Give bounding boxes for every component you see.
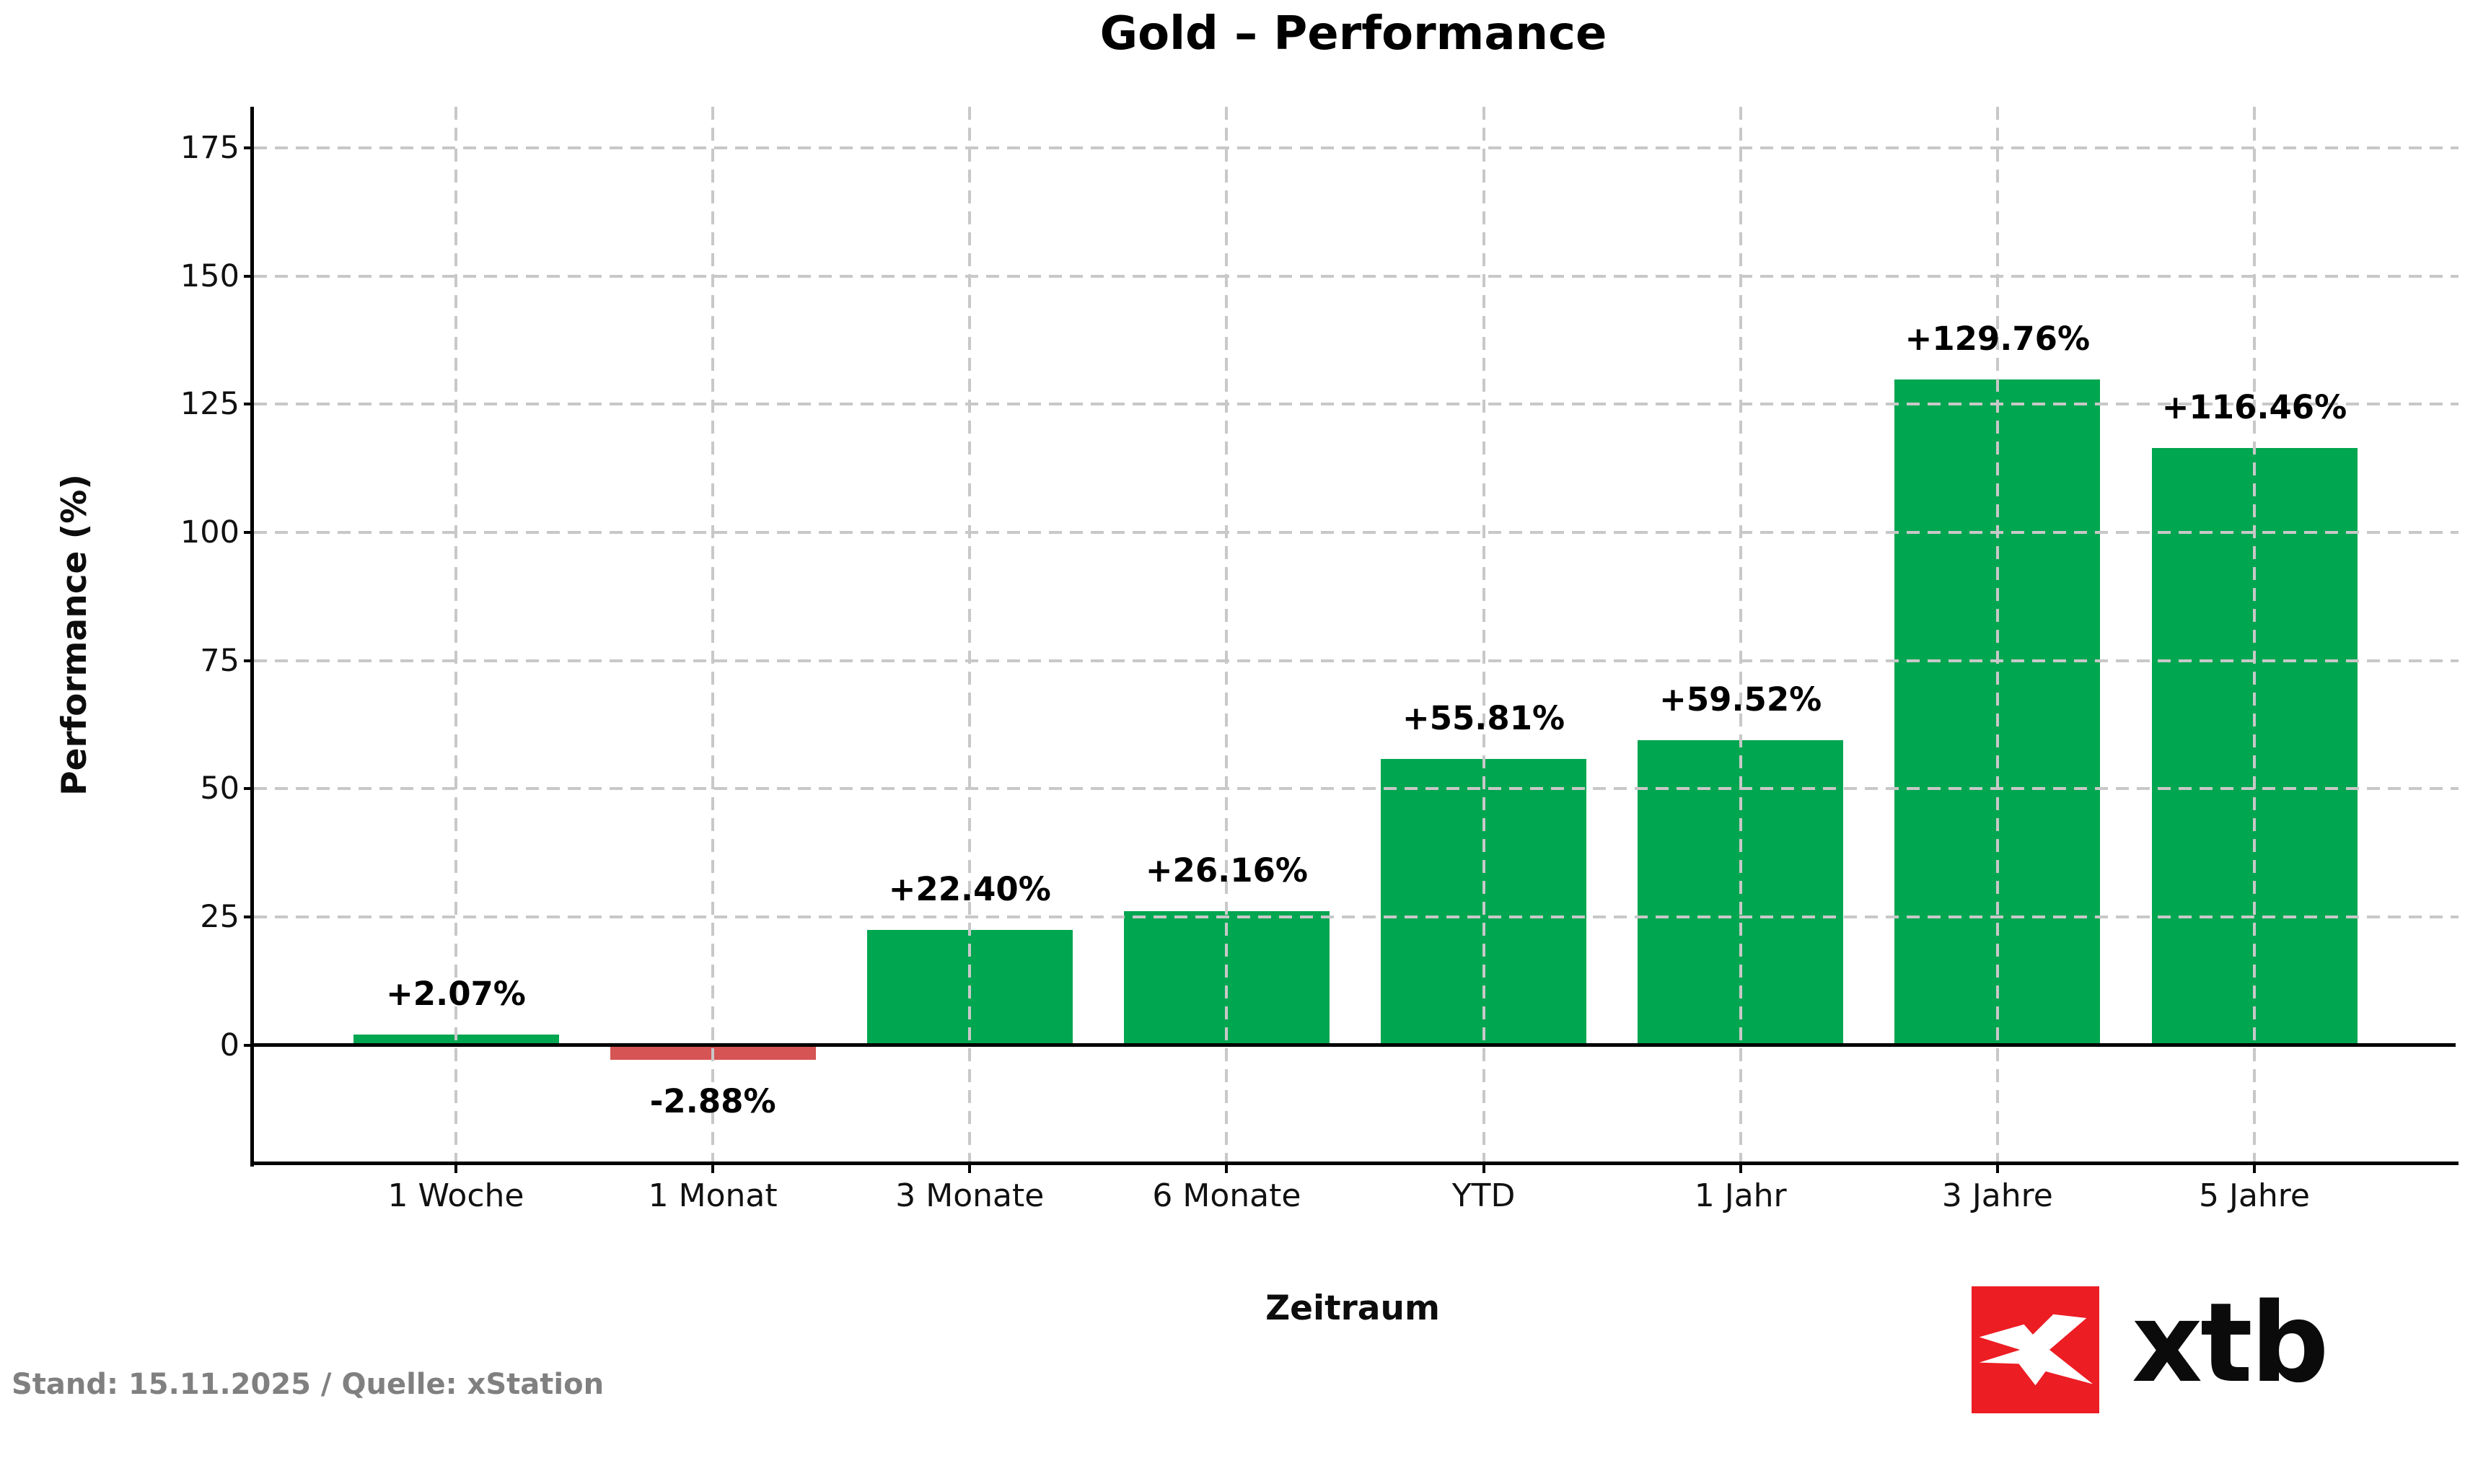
x-tick-label-6: 1 Jahr [1694,1177,1787,1214]
v-gridline-6 [1739,107,1742,1163]
y-tickmark-75 [244,659,254,662]
y-tick-label-0: 0 [219,1027,240,1063]
x-tick-label-4: 6 Monate [1152,1177,1301,1214]
bar-value-label-2: -2.88% [649,1082,776,1120]
zero-line [251,1043,2456,1048]
v-gridline-5 [1482,107,1485,1163]
bar-value-label-4: +26.16% [1145,851,1308,890]
x-tickmark-8 [2253,1163,2256,1173]
h-gridline-150 [254,274,2459,278]
x-tickmark-4 [1225,1163,1229,1173]
y-tick-label-100: 100 [180,514,240,550]
x-tickmark-5 [1482,1163,1485,1173]
v-gridline-7 [1995,107,1999,1163]
v-gridline-3 [968,107,972,1163]
h-gridline-25 [254,915,2459,918]
bottom-spine [250,1162,2459,1165]
x-tick-label-2: 1 Monat [648,1177,778,1214]
x-tick-label-8: 5 Jahre [2199,1177,2310,1214]
x-tickmark-3 [968,1163,972,1173]
x-axis-title: Zeitraum [1265,1288,1440,1328]
x-tick-label-3: 3 Monate [895,1177,1045,1214]
h-gridline-50 [254,787,2459,791]
y-tickmark-175 [244,146,254,149]
xtb-x-icon [1979,1314,2093,1386]
left-spine [250,107,254,1167]
bar-value-label-7: +129.76% [1904,320,2091,359]
y-tick-label-25: 25 [200,898,240,935]
y-tickmark-150 [244,274,254,278]
bar-value-label-8: +116.46% [2161,387,2347,426]
h-gridline-75 [254,659,2459,662]
y-tickmark-25 [244,915,254,918]
x-tickmark-7 [1995,1163,1999,1173]
v-gridline-2 [711,107,715,1163]
source-note: Stand: 15.11.2025 / Quelle: xStation [12,1368,605,1401]
v-gridline-4 [1225,107,1229,1163]
h-gridline-125 [254,403,2459,406]
y-tickmark-125 [244,403,254,406]
x-tick-label-7: 3 Jahre [1941,1177,2053,1214]
x-tick-label-5: YTD [1451,1177,1516,1214]
bar-value-label-1: +2.07% [386,974,526,1013]
bar-value-label-5: +55.81% [1402,698,1565,737]
y-tick-label-175: 175 [180,129,240,166]
bar-value-label-6: +59.52% [1659,680,1822,719]
bar-value-label-3: +22.40% [888,870,1051,909]
v-gridline-1 [454,107,457,1163]
y-tickmark-0 [244,1043,254,1047]
xtb-logo: xtb [1972,1280,2329,1413]
y-tickmark-100 [244,530,254,534]
x-tick-label-1: 1 Woche [387,1177,524,1214]
x-tickmark-2 [711,1163,715,1173]
x-tickmark-1 [454,1163,457,1173]
h-gridline-100 [254,530,2459,534]
y-axis-title: Performance (%) [55,474,95,796]
y-tick-label-125: 125 [180,386,240,423]
chart-title: Gold – Performance [1099,7,1607,61]
xtb-logo-text: xtb [2132,1279,2329,1407]
y-tick-label-50: 50 [200,770,240,807]
y-tickmark-50 [244,787,254,791]
h-gridline-175 [254,146,2459,149]
v-gridline-8 [2253,107,2256,1163]
y-tick-label-150: 150 [180,258,240,294]
y-tick-label-75: 75 [200,642,240,679]
x-tickmark-6 [1739,1163,1742,1173]
